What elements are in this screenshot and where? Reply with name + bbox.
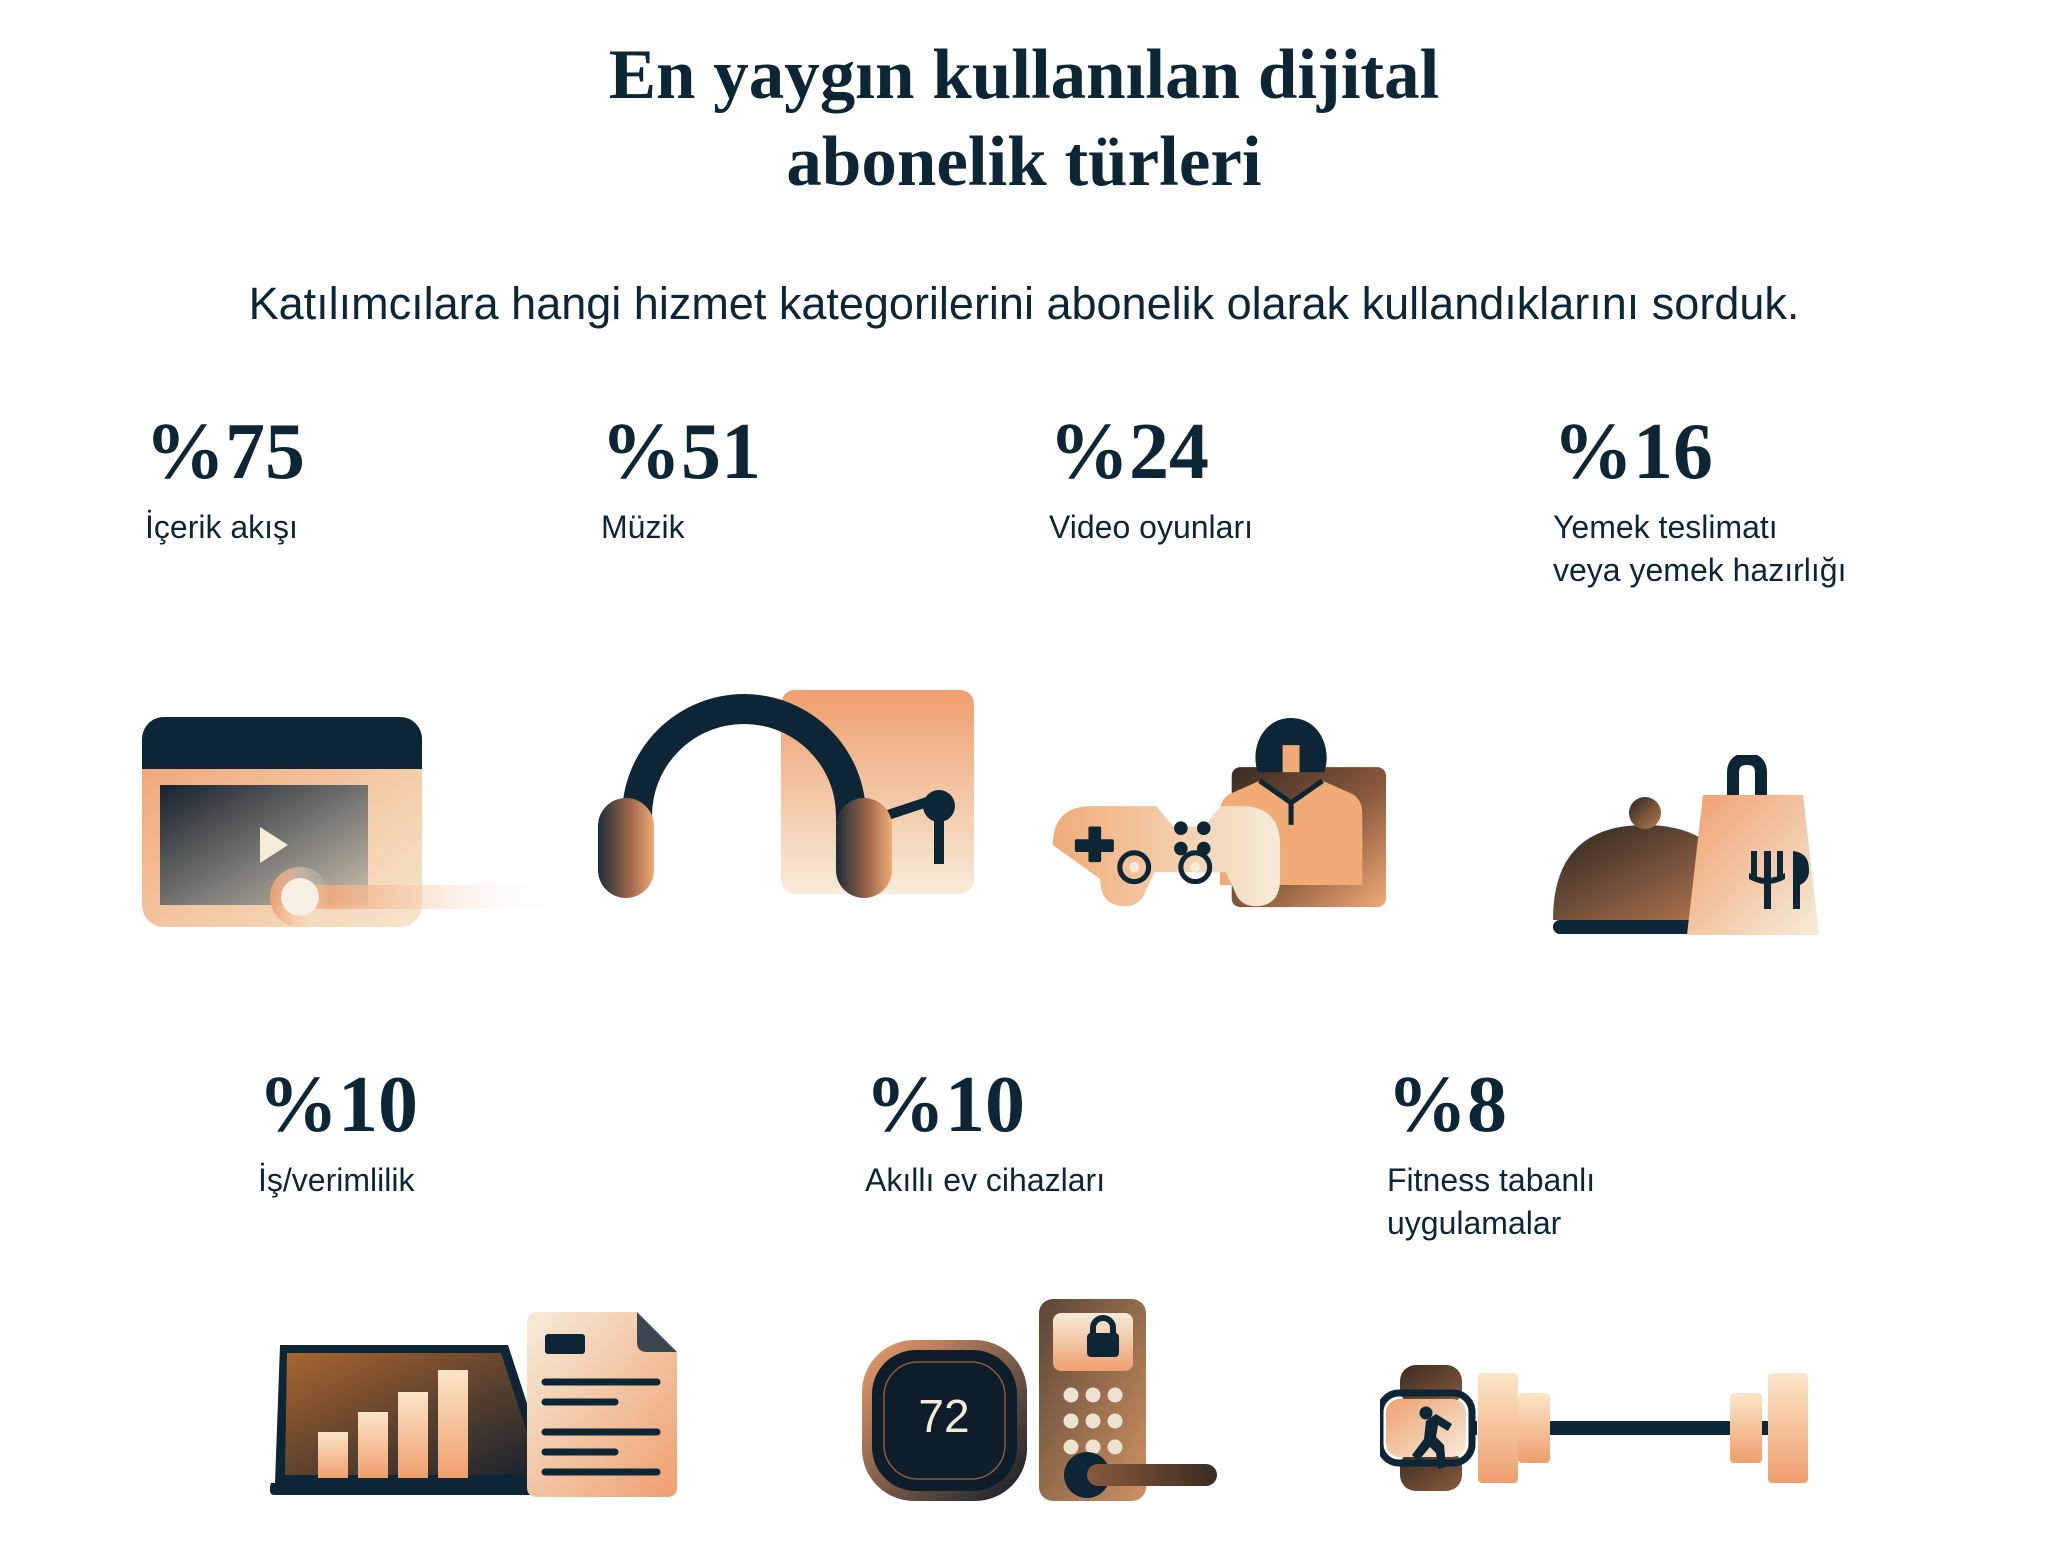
svg-text:72: 72 [918,1390,969,1442]
